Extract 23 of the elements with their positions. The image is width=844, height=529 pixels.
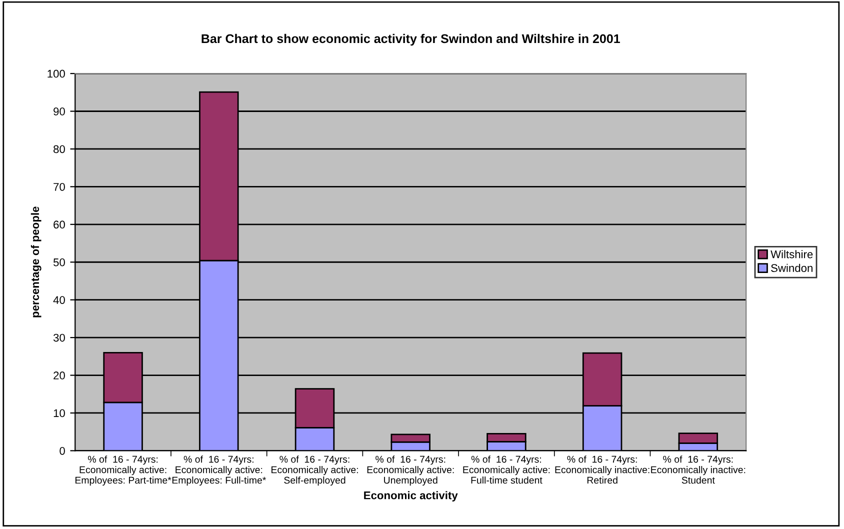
x-tick-label: % of 16 - 74yrs: Economically active: Self-employed (272, 456, 358, 486)
y-tick-label: 10 (54, 409, 65, 418)
y-tick-label: 100 (48, 70, 65, 78)
x-tick-label: % of 16 - 74yrs: Economically active: Employees: Full-time* (172, 456, 266, 486)
y-tick-label: 90 (54, 108, 65, 116)
legend-label: Wiltshire (770, 250, 813, 258)
y-tick-label: 80 (54, 145, 65, 154)
y-tick-label: 60 (54, 220, 65, 229)
x-tick-label: % of 16 - 74yrs: Economically inactive: Retired (555, 456, 650, 484)
y-tick-label: 40 (53, 296, 65, 304)
x-axis-title: Economic activity (364, 491, 458, 502)
y-tick-label: 20 (54, 372, 65, 380)
x-tick-label: % of 16 - 74yrs: Economically active: Unemployed (367, 456, 454, 486)
x-tick-label: % of 16 - 74yrs: Economically inactive: Student (651, 456, 746, 484)
y-axis-title: percentage of people (30, 206, 42, 318)
x-tick-label: % of 16 - 74yrs: Economically active: Employees: Part-time* (75, 456, 172, 486)
y-tick-label: 0 (60, 446, 65, 455)
x-tick-label: % of 16 - 74yrs: Economically active: Full-time student (463, 456, 550, 484)
y-tick-label: 70 (54, 182, 65, 191)
legend-label: Swindon (771, 264, 812, 272)
y-tick-label: 30 (53, 334, 65, 342)
y-tick-label: 50 (53, 258, 65, 266)
chart-title: Bar Chart to show economic activity for Swindon and Wiltshire in 2001 (202, 34, 620, 46)
